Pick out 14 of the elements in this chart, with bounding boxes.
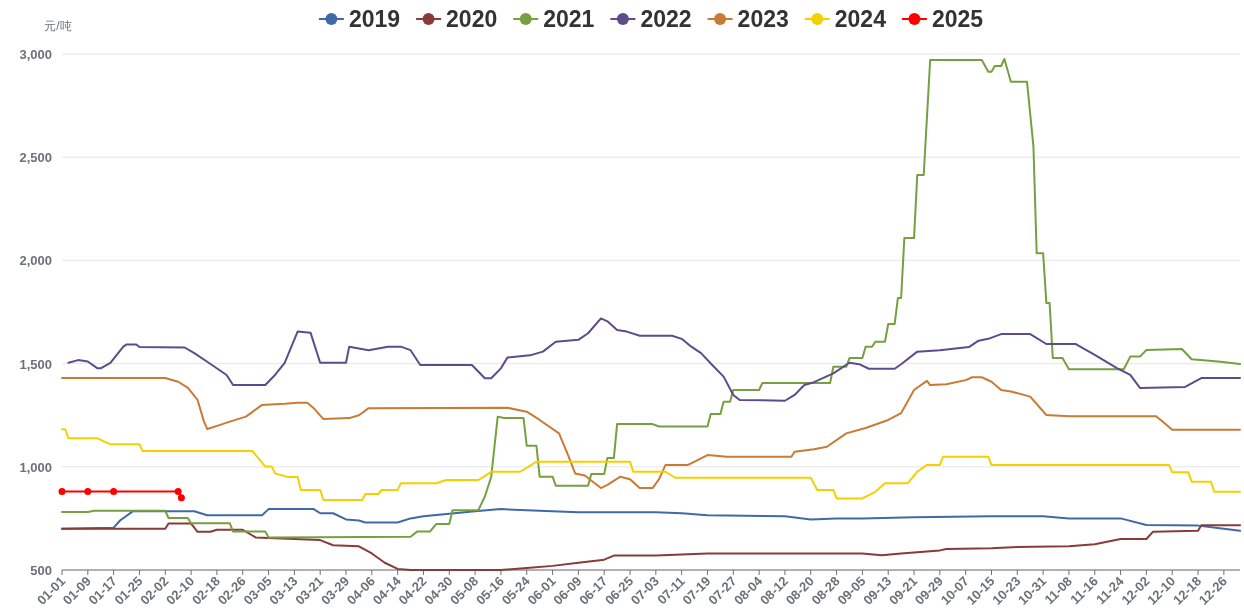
y-tick-label: 3,000: [19, 47, 52, 62]
y-tick-label: 1,000: [19, 459, 52, 475]
legend-label: 2022: [640, 6, 692, 32]
y-tick-label: 500: [30, 563, 52, 578]
legend-label: 2024: [834, 6, 887, 32]
legend-label: 2023: [737, 6, 789, 32]
y-tick-label: 2,500: [19, 150, 52, 166]
legend-label: 2025: [931, 6, 984, 32]
y-tick-label: 2,000: [19, 253, 52, 269]
legend-label: 2020: [446, 6, 498, 32]
legend-label: 2019: [348, 6, 401, 32]
y-axis-title: 元/吨: [44, 19, 72, 33]
legend-label: 2021: [543, 6, 595, 32]
y-tick-label: 1,500: [19, 356, 52, 372]
